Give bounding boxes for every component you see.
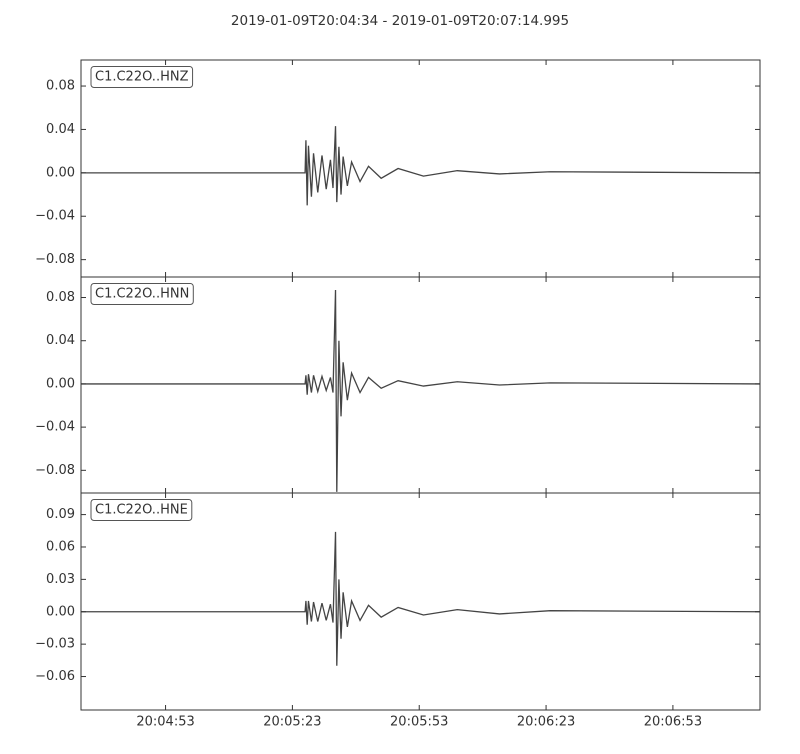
y-tick-label: 0.09 <box>46 507 75 522</box>
panel: −0.08 −0.04 0.00 0.04 0.08 C1.C22O..HNN <box>35 276 761 494</box>
legend-box <box>90 283 194 305</box>
y-tick-label: −0.04 <box>35 420 75 435</box>
y-tick-label: 0.03 <box>46 572 75 587</box>
x-tick-label: 20:04:53 <box>136 715 194 730</box>
legend-box <box>90 66 194 88</box>
y-tick-label: 0.08 <box>46 290 75 305</box>
x-tick-label: 20:05:53 <box>390 715 448 730</box>
y-tick-label: −0.08 <box>35 252 75 267</box>
y-tick-label: 0.00 <box>46 376 75 391</box>
trace <box>81 289 760 492</box>
y-tick-label: −0.03 <box>35 637 75 652</box>
y-tick-label: 0.00 <box>46 165 75 180</box>
legend-label: C1.C22O..HNZ <box>95 70 189 85</box>
trace <box>81 126 760 206</box>
figure-title: 2019-01-09T20:04:34 - 2019-01-09T20:07:1… <box>231 13 569 29</box>
y-tick-label: −0.08 <box>35 463 75 478</box>
y-tick-label: 0.04 <box>46 122 75 137</box>
panel: −0.06 −0.03 0.00 0.03 0.06 0.09 20:04:53 20:05:… <box>35 492 761 730</box>
y-tick-label: 0.00 <box>46 604 75 619</box>
plot-area <box>81 531 760 666</box>
y-tick-label: −0.04 <box>35 209 75 224</box>
y-tick-label: 0.08 <box>46 79 75 94</box>
y-tick-label: −0.06 <box>35 669 75 684</box>
plot-frame <box>80 492 761 711</box>
legend-box <box>90 499 193 521</box>
legend-label: C1.C22O..HNE <box>95 503 188 518</box>
y-tick-label: 0.04 <box>46 333 75 348</box>
y-tick-label: 0.06 <box>46 539 75 554</box>
plot-area <box>81 126 760 206</box>
trace <box>81 531 760 666</box>
legend-label: C1.C22O..HNN <box>95 287 189 302</box>
x-tick-label: 20:06:53 <box>644 715 702 730</box>
x-tick-label: 20:06:23 <box>517 715 575 730</box>
x-tick-label: 20:05:23 <box>263 715 321 730</box>
plot-area <box>81 289 760 492</box>
